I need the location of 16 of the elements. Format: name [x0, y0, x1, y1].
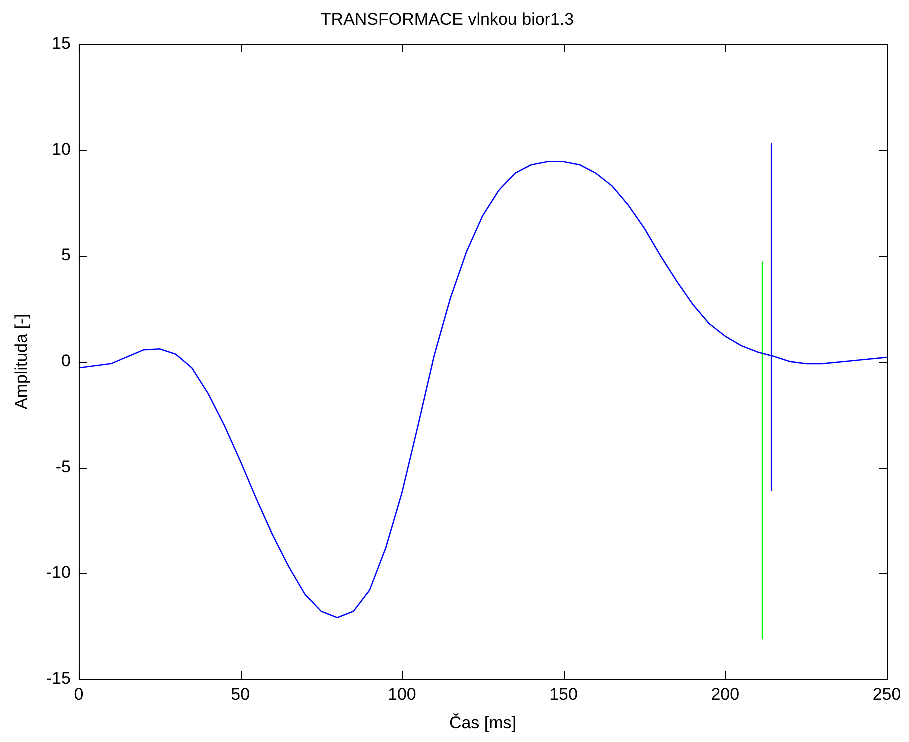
x-tick-label: 100	[388, 685, 416, 704]
y-tick-label: -15	[46, 668, 71, 688]
y-tick-label: -10	[46, 563, 71, 582]
y-tick-label: 15	[52, 34, 71, 54]
chart-title: TRANSFORMACE vlnkou bior1.3	[320, 10, 574, 29]
y-tick-label: 0	[62, 351, 71, 370]
y-tick-label: 5	[62, 246, 71, 265]
x-tick-label: 0	[74, 685, 84, 704]
y-tick-label: -5	[56, 457, 71, 476]
x-tick-label: 250	[872, 685, 902, 704]
x-tick-label: 200	[711, 685, 740, 704]
x-tick-label: 150	[550, 685, 578, 704]
x-axis-title: Čas [ms]	[449, 713, 517, 732]
x-tick-label: 50	[231, 685, 250, 704]
y-tick-label: 10	[52, 140, 71, 159]
y-axis-title: Amplituda [-]	[12, 314, 31, 410]
